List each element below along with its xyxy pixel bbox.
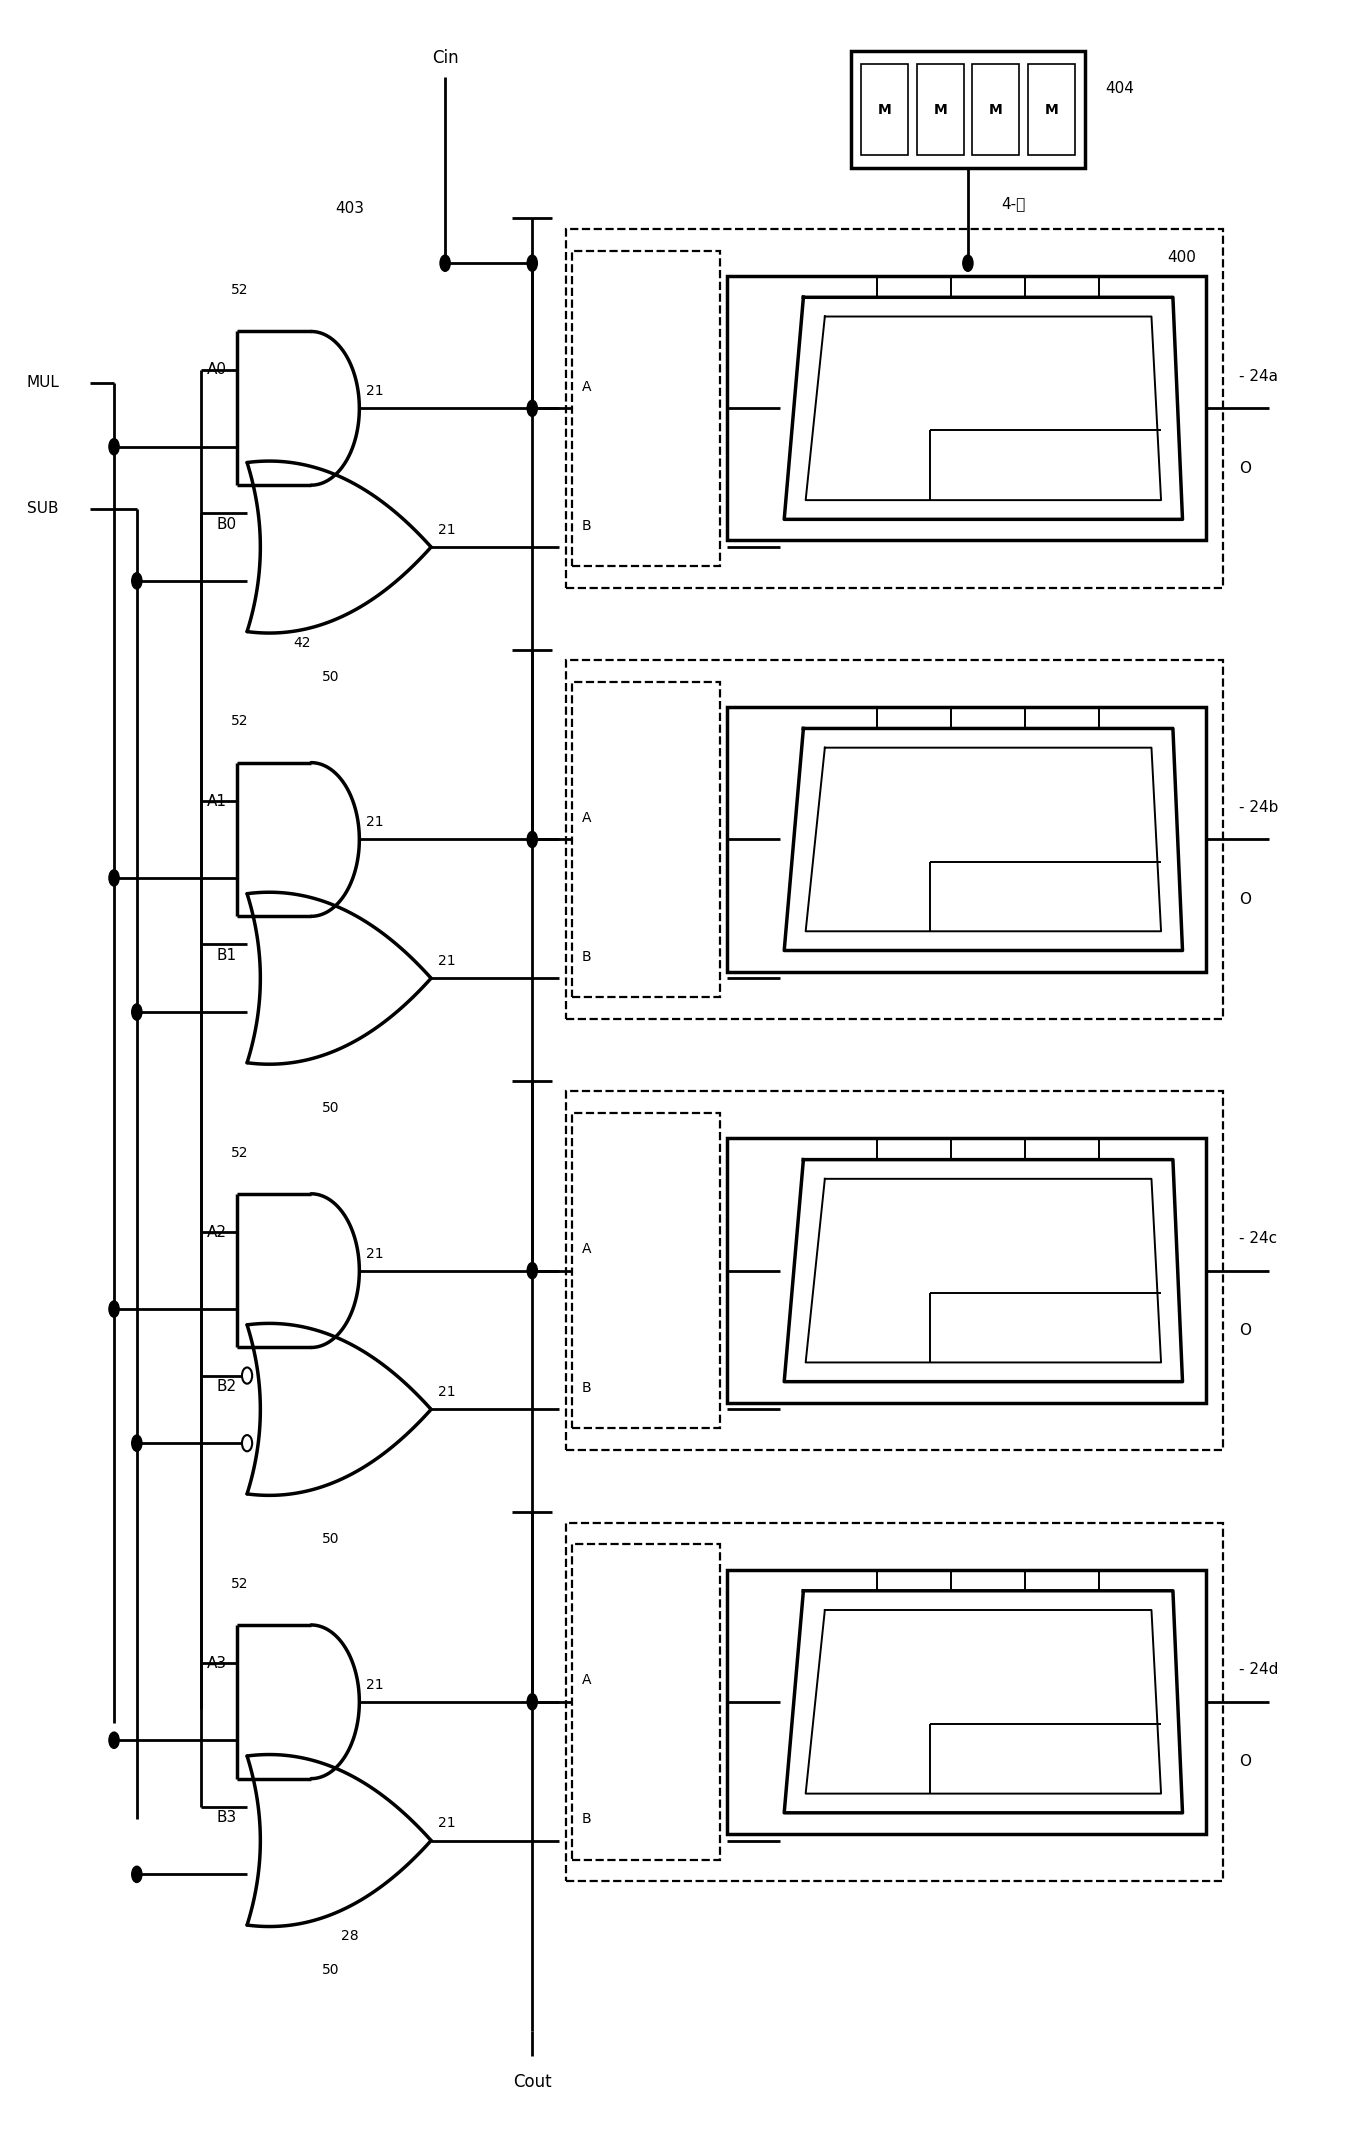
Circle shape [528, 255, 537, 272]
Text: 50: 50 [323, 1102, 341, 1115]
Text: B: B [581, 1380, 591, 1395]
Text: SUB: SUB [27, 501, 58, 516]
FancyBboxPatch shape [972, 64, 1019, 156]
Text: 50: 50 [323, 1532, 341, 1547]
Text: 400: 400 [1167, 250, 1195, 265]
FancyBboxPatch shape [861, 64, 909, 156]
Text: 28: 28 [341, 1930, 358, 1943]
Circle shape [109, 1301, 120, 1316]
Text: Cout: Cout [513, 2074, 552, 2091]
Text: 42: 42 [293, 636, 311, 651]
Text: Cin: Cin [432, 49, 459, 66]
Text: A: A [581, 381, 591, 394]
Text: 21: 21 [366, 1248, 384, 1260]
Circle shape [242, 1367, 252, 1385]
Circle shape [109, 869, 120, 886]
Text: 50: 50 [323, 1965, 341, 1977]
Text: 52: 52 [232, 1577, 249, 1590]
Circle shape [528, 1263, 537, 1280]
Text: M: M [1044, 103, 1058, 116]
Text: B2: B2 [217, 1378, 237, 1393]
Text: 403: 403 [335, 201, 365, 216]
Text: M: M [989, 103, 1003, 116]
Circle shape [132, 1004, 141, 1021]
Text: A: A [581, 1673, 591, 1688]
Text: - 24c: - 24c [1238, 1230, 1277, 1245]
Text: B3: B3 [217, 1810, 237, 1825]
Text: B1: B1 [217, 948, 237, 963]
Circle shape [132, 574, 141, 588]
Text: A0: A0 [207, 362, 226, 377]
Text: A: A [581, 1243, 591, 1256]
Text: O: O [1238, 1755, 1250, 1770]
Text: 404: 404 [1105, 81, 1135, 96]
Text: - 24a: - 24a [1238, 368, 1277, 383]
Circle shape [962, 255, 973, 272]
Text: A1: A1 [207, 794, 226, 809]
Circle shape [109, 1731, 120, 1748]
FancyBboxPatch shape [851, 51, 1085, 169]
Text: 21: 21 [437, 1385, 455, 1400]
Circle shape [440, 255, 450, 272]
Circle shape [109, 439, 120, 456]
Text: B: B [581, 950, 591, 963]
Circle shape [242, 1436, 252, 1451]
Circle shape [528, 1693, 537, 1710]
Text: A: A [581, 811, 591, 826]
Text: O: O [1238, 1323, 1250, 1338]
Text: B: B [581, 518, 591, 533]
Text: M: M [878, 103, 891, 116]
FancyBboxPatch shape [1028, 64, 1074, 156]
Text: 52: 52 [232, 715, 249, 728]
Text: 21: 21 [437, 954, 455, 967]
Text: O: O [1238, 892, 1250, 907]
Text: A2: A2 [207, 1224, 226, 1239]
Text: 21: 21 [366, 385, 384, 398]
Circle shape [132, 1866, 141, 1883]
Circle shape [132, 1436, 141, 1451]
Text: O: O [1238, 460, 1250, 475]
FancyBboxPatch shape [917, 64, 964, 156]
Text: - 24d: - 24d [1238, 1663, 1279, 1678]
Text: 21: 21 [437, 1817, 455, 1830]
Text: 21: 21 [366, 1678, 384, 1693]
Circle shape [528, 830, 537, 847]
Text: 21: 21 [437, 522, 455, 537]
Text: MUL: MUL [27, 374, 59, 389]
Text: M: M [933, 103, 948, 116]
Text: 4-位: 4-位 [1001, 197, 1026, 212]
Text: B0: B0 [217, 516, 237, 531]
Circle shape [528, 400, 537, 417]
Text: 52: 52 [232, 1145, 249, 1160]
Text: 52: 52 [232, 282, 249, 297]
Text: B: B [581, 1813, 591, 1825]
Text: - 24b: - 24b [1238, 800, 1279, 815]
Text: 21: 21 [366, 815, 384, 830]
Text: 50: 50 [323, 670, 341, 685]
Text: A3: A3 [206, 1656, 226, 1671]
